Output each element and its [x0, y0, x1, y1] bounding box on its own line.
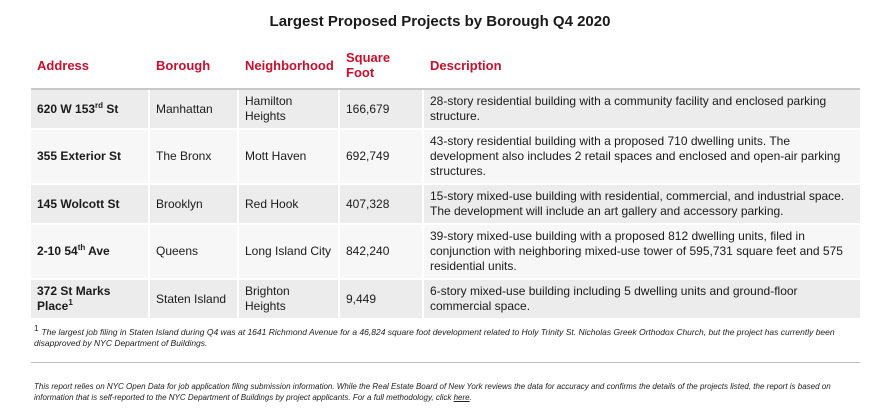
disclaimer-end: .	[469, 393, 472, 402]
address-suffix: St	[103, 101, 119, 116]
address-text: 372 St Marks Place	[37, 284, 111, 313]
square-foot-cell: 9,449	[340, 280, 424, 320]
table-row: 620 W 153rd St Manhattan Hamilton Height…	[31, 90, 860, 130]
borough-cell: Brooklyn	[150, 185, 239, 225]
projects-table: Address Borough Neighborhood Square Foot…	[31, 44, 860, 320]
description-cell: 43-story residential building with a pro…	[424, 130, 860, 185]
address-suffix: Ave	[85, 244, 110, 258]
neighborhood-cell: Mott Haven	[239, 130, 340, 185]
address-text: 620 W 153	[37, 101, 96, 116]
description-cell: 28-story residential building with a com…	[424, 90, 860, 130]
table-row: 2-10 54th Ave Queens Long Island City 84…	[31, 225, 860, 280]
borough-cell: Staten Island	[150, 280, 239, 320]
square-foot-cell: 166,679	[340, 90, 424, 130]
address-text: 355 Exterior St	[37, 149, 122, 163]
table-row: 145 Wolcott St Brooklyn Red Hook 407,328…	[31, 185, 860, 225]
footnote-text: The largest job filing in Staten Island …	[34, 326, 835, 348]
square-foot-cell: 407,328	[340, 185, 424, 225]
address-cell: 145 Wolcott St	[31, 185, 150, 225]
neighborhood-cell: Red Hook	[239, 185, 340, 225]
address-cell: 2-10 54th Ave	[31, 225, 150, 280]
footnote-marker: 1	[34, 324, 39, 333]
column-header-address: Address	[31, 44, 150, 90]
borough-cell: Manhattan	[150, 90, 239, 130]
disclaimer: This report relies on NYC Open Data for …	[34, 381, 856, 403]
address-text: 2-10 54	[37, 244, 78, 258]
description-cell: 39-story mixed-use building with a propo…	[424, 225, 860, 280]
address-cell: 355 Exterior St	[31, 130, 150, 185]
column-header-square-foot: Square Foot	[340, 44, 424, 90]
column-header-neighborhood: Neighborhood	[239, 44, 340, 90]
description-cell: 6-story mixed-use building including 5 d…	[424, 280, 860, 320]
column-header-description: Description	[424, 44, 860, 90]
address-cell: 620 W 153rd St	[31, 90, 150, 130]
neighborhood-cell: Brighton Heights	[239, 280, 340, 320]
borough-cell: Queens	[150, 225, 239, 280]
page-title: Largest Proposed Projects by Borough Q4 …	[269, 13, 611, 30]
table-row: 355 Exterior St The Bronx Mott Haven 692…	[31, 130, 860, 185]
divider	[31, 362, 860, 363]
borough-cell: The Bronx	[150, 130, 239, 185]
footnote-reference: 1	[68, 298, 73, 307]
address-superscript: rd	[95, 100, 104, 110]
table-header-row: Address Borough Neighborhood Square Foot…	[31, 44, 860, 90]
address-superscript: th	[77, 243, 86, 252]
neighborhood-cell: Hamilton Heights	[239, 90, 340, 130]
square-foot-cell: 692,749	[340, 130, 424, 185]
address-text: 145 Wolcott St	[37, 196, 120, 211]
disclaimer-text: This report relies on NYC Open Data for …	[34, 382, 831, 402]
neighborhood-cell: Long Island City	[239, 225, 340, 280]
square-foot-cell: 842,240	[340, 225, 424, 280]
methodology-link[interactable]: here	[453, 393, 470, 402]
table-row: 372 St Marks Place1 Staten Island Bright…	[31, 280, 860, 320]
column-header-borough: Borough	[150, 44, 239, 90]
address-cell: 372 St Marks Place1	[31, 280, 150, 320]
description-cell: 15-story mixed-use building with residen…	[424, 185, 860, 225]
footnote: 1 The largest job filing in Staten Island…	[34, 323, 854, 349]
